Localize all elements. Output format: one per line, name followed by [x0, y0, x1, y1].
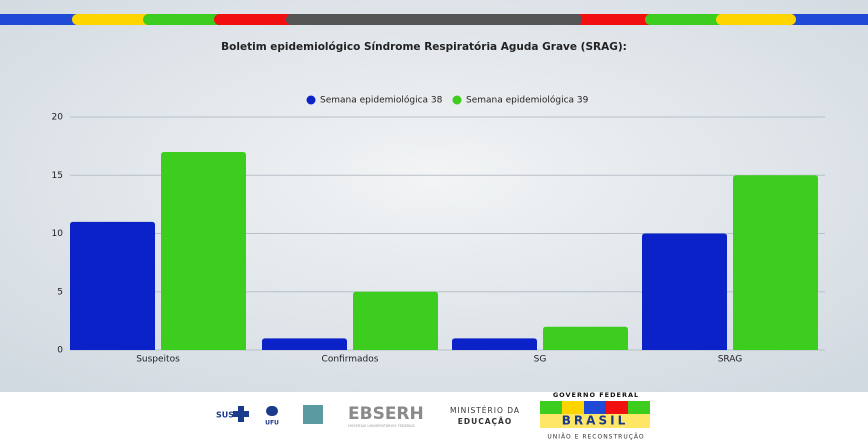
logo-text: GOVERNO FEDERAL: [553, 391, 639, 399]
y-tick-label: 20: [52, 113, 64, 123]
logo-text: UNIÃO E RECONSTRUÇÃO: [547, 434, 644, 441]
bar: [452, 338, 537, 350]
footer-logos: SUS UFU EBSERH HOSPITAIS UNIVERSITÁRIOS …: [216, 391, 650, 441]
legend-label: Semana epidemiológica 39: [466, 95, 589, 106]
color-stripe: [0, 14, 868, 25]
x-tick-label: SRAG: [718, 355, 743, 365]
logo-text: MINISTÉRIO DA: [450, 406, 520, 415]
x-tick-label: Suspeitos: [136, 355, 180, 365]
x-tick-label: SG: [534, 355, 547, 365]
logo-text: EDUCAÇÃO: [458, 417, 512, 426]
logo-text: BRASIL: [562, 414, 628, 428]
y-tick-label: 15: [52, 171, 63, 181]
bar: [161, 151, 246, 350]
bar: [262, 338, 347, 350]
bar: [543, 326, 628, 350]
logo-text: UFU: [265, 420, 279, 427]
logo-text: SUS: [216, 411, 234, 420]
legend-marker: [306, 95, 316, 105]
bar: [642, 233, 727, 350]
x-tick-label: Confirmados: [322, 355, 379, 365]
y-tick-label: 0: [57, 346, 63, 356]
footer: [0, 392, 868, 443]
bar: [353, 291, 438, 350]
y-tick-label: 10: [52, 229, 64, 239]
legend-marker: [452, 95, 462, 105]
chart-title: Boletim epidemiológico Síndrome Respirat…: [221, 41, 627, 53]
logo-text: EBSERH: [348, 404, 424, 424]
logo-text: HOSPITAIS UNIVERSITÁRIOS FEDERAIS: [348, 423, 416, 428]
y-tick-label: 5: [57, 287, 63, 297]
legend-label: Semana epidemiológica 38: [320, 95, 443, 106]
bar: [733, 175, 818, 350]
bar: [70, 221, 155, 350]
